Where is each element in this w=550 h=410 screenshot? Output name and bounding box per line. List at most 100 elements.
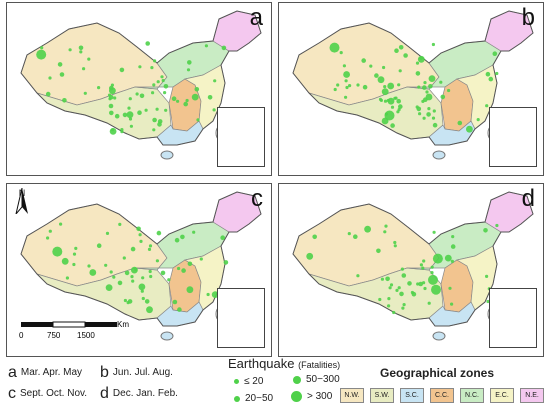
- earthquake-class-label: 50−300: [306, 374, 340, 385]
- earthquake-dot: [397, 286, 401, 290]
- earthquake-dot: [385, 276, 390, 282]
- earthquake-dot: [333, 87, 337, 92]
- country-outline: [292, 10, 534, 146]
- south-china-sea-inset: [217, 107, 265, 167]
- earthquake-dot: [450, 302, 454, 306]
- earthquake-dot: [206, 292, 210, 297]
- south-china-sea-inset: [489, 288, 537, 348]
- earthquake-dot: [399, 291, 404, 297]
- earthquake-dot: [130, 275, 134, 279]
- earthquake-title: Earthquake: [228, 356, 295, 371]
- earthquake-dot: [136, 226, 141, 232]
- map-panel-d: d: [278, 183, 544, 357]
- zone-legend-item: N.C.: [460, 388, 484, 403]
- earthquake-dot: [348, 84, 352, 88]
- earthquake-dot: [119, 67, 125, 73]
- season-months: Mar. Apr. May: [20, 367, 83, 378]
- earthquake-dot: [128, 117, 133, 121]
- earthquake-dot: [187, 261, 193, 267]
- earthquake-dot: [415, 61, 420, 65]
- earthquake-dot: [112, 275, 116, 279]
- earthquake-dot: [153, 59, 157, 63]
- season-months: Dec. Jan. Feb.: [112, 388, 178, 399]
- earthquake-class-3: 50−300: [293, 374, 340, 385]
- earthquake-dot: [425, 90, 429, 94]
- earthquake-dot: [161, 78, 165, 83]
- earthquake-dot: [344, 95, 348, 99]
- scale-bar: 0 750 1500 Km: [17, 318, 129, 348]
- earthquake-dot: [177, 307, 182, 312]
- earthquake-dot: [485, 71, 491, 77]
- earthquake-dot: [431, 116, 436, 120]
- earthquake-dot: [140, 289, 144, 293]
- earthquake-dot: [61, 257, 69, 265]
- scale-tick-label: 1500: [77, 331, 95, 340]
- earthquake-dot: [364, 225, 371, 233]
- earthquake-dot: [380, 277, 384, 281]
- season-legend-c: c Sept. Oct. Nov.: [8, 385, 87, 403]
- earthquake-dot: [122, 112, 128, 118]
- zone-legend-item: C.C.: [430, 388, 454, 403]
- earthquake-dot: [105, 231, 110, 235]
- earthquake-dot: [381, 88, 389, 96]
- panel-letter: a: [249, 4, 263, 31]
- earthquake-class-1: ≤ 20: [234, 376, 263, 387]
- earthquake-dot: [163, 91, 167, 95]
- earthquake-dot: [74, 246, 78, 250]
- earthquake-dot: [97, 86, 101, 90]
- earthquake-dot: [155, 107, 159, 111]
- earthquake-dot: [419, 263, 423, 267]
- earthquake-dot: [174, 237, 180, 243]
- earthquake-dot: [418, 281, 423, 287]
- earthquake-dot: [427, 301, 431, 305]
- dot-icon: [293, 375, 301, 384]
- earthquake-dot: [160, 270, 166, 276]
- earthquake-dot: [48, 76, 52, 80]
- earthquake-dot: [68, 48, 72, 52]
- earthquake-dot: [417, 85, 421, 89]
- earthquake-dot: [204, 44, 208, 48]
- earthquake-dot: [127, 106, 131, 110]
- earthquake-dot: [353, 234, 358, 239]
- earthquake-dot: [149, 274, 153, 279]
- earthquake-dot: [390, 123, 395, 128]
- earthquake-dot: [495, 223, 499, 228]
- earthquake-dot: [488, 76, 494, 82]
- earthquake-legend-title: Earthquake (Fatalities): [228, 356, 340, 371]
- earthquake-dot: [139, 93, 145, 99]
- earthquake-dot: [344, 79, 348, 83]
- earthquake-dot: [151, 91, 155, 95]
- scale-tick-label: 750: [47, 331, 61, 340]
- earthquake-dot: [52, 246, 63, 257]
- zones-legend-title: Geographical zones: [380, 366, 495, 380]
- earthquake-dot: [392, 310, 396, 315]
- earthquake-dot: [108, 103, 114, 109]
- earthquake-dot: [396, 110, 400, 114]
- earthquake-dot: [185, 98, 189, 103]
- earthquake-dot: [196, 118, 200, 122]
- earthquake-dot: [139, 239, 143, 243]
- country-outline: [20, 10, 262, 146]
- earthquake-dot: [387, 82, 395, 90]
- earthquake-dot: [109, 270, 113, 274]
- earthquake-dot: [431, 284, 441, 295]
- earthquake-dot: [134, 267, 138, 271]
- earthquake-dot: [432, 109, 436, 113]
- earthquake-dot: [345, 85, 349, 90]
- season-letter: c: [8, 385, 16, 402]
- earthquake-dot: [87, 264, 91, 268]
- earthquake-dot: [48, 229, 52, 233]
- earthquake-dot: [105, 284, 113, 291]
- earthquake-dot: [221, 45, 227, 51]
- earthquake-dot: [403, 53, 408, 58]
- earthquake-dot: [432, 122, 438, 128]
- earthquake-dot: [59, 222, 63, 226]
- earthquake-dot: [176, 99, 180, 103]
- earthquake-dot: [96, 243, 102, 248]
- zone-legend-item: S.C.: [400, 388, 424, 403]
- earthquake-dot: [428, 84, 433, 89]
- map-panel-b: b: [278, 2, 544, 176]
- earthquake-dot: [415, 71, 421, 76]
- earthquake-dot: [389, 283, 394, 287]
- earthquake-dot: [147, 247, 152, 251]
